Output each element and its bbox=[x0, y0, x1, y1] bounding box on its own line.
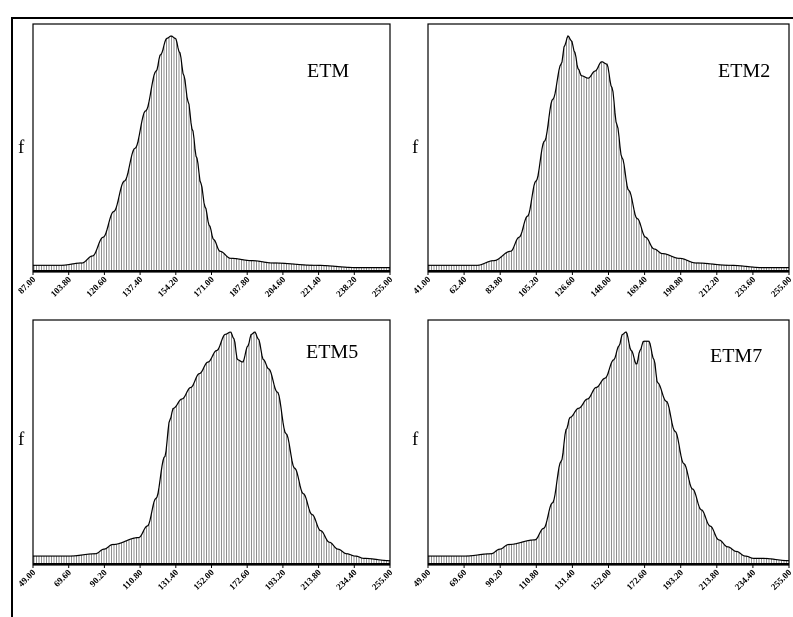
histogram-bars bbox=[33, 332, 390, 563]
panel-etm: 87.00 103.80 120.60 137.40 154.20 171.00 187.8… bbox=[16, 23, 395, 299]
x-tick-label: 255.00 bbox=[370, 274, 395, 299]
x-tick-label: 233.60 bbox=[733, 274, 758, 299]
x-tick-label: 148.00 bbox=[588, 274, 613, 299]
x-tick-label: 110.80 bbox=[120, 567, 145, 592]
figure-frame bbox=[11, 17, 793, 617]
x-tick-label: 137.40 bbox=[120, 274, 145, 299]
x-tick-label: 103.80 bbox=[49, 274, 74, 299]
x-tick-label: 83.80 bbox=[483, 274, 505, 296]
distribution-outline bbox=[33, 35, 390, 269]
x-tick-label: 105.20 bbox=[516, 274, 541, 299]
x-tick-label: 171.00 bbox=[191, 274, 216, 299]
y-axis-label: f bbox=[18, 429, 25, 450]
panel-title: ETM5 bbox=[306, 341, 358, 363]
x-tick-label: 187.80 bbox=[227, 274, 252, 299]
x-tick-label: 69.60 bbox=[447, 567, 469, 589]
distribution-outline bbox=[428, 331, 790, 562]
x-tick-label: 62.40 bbox=[447, 274, 469, 296]
x-tick-label: 169.40 bbox=[624, 274, 649, 299]
x-tick-label: 90.20 bbox=[87, 567, 109, 589]
panel-title: ETM7 bbox=[710, 345, 762, 367]
x-tick-label: 193.20 bbox=[263, 567, 288, 592]
x-tick-label: 213.80 bbox=[697, 567, 722, 592]
x-tick-label: 172.60 bbox=[624, 567, 649, 592]
y-axis-label: f bbox=[18, 137, 25, 158]
panel-etm5: 49.00 69.60 90.20 110.80 131.40 152.00 172.60 1… bbox=[16, 319, 395, 592]
x-tick-label: 255.00 bbox=[370, 567, 395, 592]
x-tick-label: 234.40 bbox=[733, 567, 758, 592]
panel-title: ETM2 bbox=[718, 60, 770, 82]
x-tick-label: 90.20 bbox=[483, 567, 505, 589]
distribution-outline bbox=[33, 331, 391, 562]
x-tick-label: 152.00 bbox=[588, 567, 613, 592]
x-tick-label: 255.00 bbox=[769, 274, 793, 299]
panel-etm2: 41.00 62.40 83.80 105.20 126.60 148.00 169.40 1… bbox=[411, 23, 793, 299]
x-tick-label: 238.20 bbox=[334, 274, 359, 299]
y-axis-label: f bbox=[412, 429, 419, 450]
x-tick-label: 172.60 bbox=[227, 567, 252, 592]
panel-etm7: 49.00 69.60 90.20 110.80 131.40 152.00 172.60 1… bbox=[411, 319, 793, 592]
x-tick-label: 87.00 bbox=[16, 274, 38, 296]
x-tick-label: 120.60 bbox=[84, 274, 109, 299]
x-tick-label: 193.20 bbox=[661, 567, 686, 592]
x-tick-label: 131.40 bbox=[552, 567, 577, 592]
x-tick-label: 154.20 bbox=[156, 274, 181, 299]
x-tick-label: 212.20 bbox=[697, 274, 722, 299]
x-tick-label: 234.40 bbox=[334, 567, 359, 592]
x-tick-label: 213.80 bbox=[298, 567, 323, 592]
x-tick-label: 152.00 bbox=[191, 567, 216, 592]
x-tick-label: 190.80 bbox=[661, 274, 686, 299]
x-tick-label: 204.60 bbox=[263, 274, 288, 299]
x-tick-label: 110.80 bbox=[516, 567, 541, 592]
x-tick-label: 131.40 bbox=[156, 567, 181, 592]
histogram-bars bbox=[428, 36, 787, 270]
histogram-bars bbox=[428, 332, 787, 563]
x-tick-label: 255.00 bbox=[769, 567, 793, 592]
x-tick-label: 126.60 bbox=[552, 274, 577, 299]
x-tick-label: 41.00 bbox=[411, 274, 433, 296]
x-tick-label: 69.60 bbox=[52, 567, 74, 589]
x-tick-label: 49.00 bbox=[411, 567, 433, 589]
x-tick-label: 49.00 bbox=[16, 567, 38, 589]
y-axis-label: f bbox=[412, 137, 419, 158]
distribution-outline bbox=[428, 35, 789, 269]
panel-title: ETM bbox=[307, 60, 349, 82]
x-tick-label: 221.40 bbox=[298, 274, 323, 299]
